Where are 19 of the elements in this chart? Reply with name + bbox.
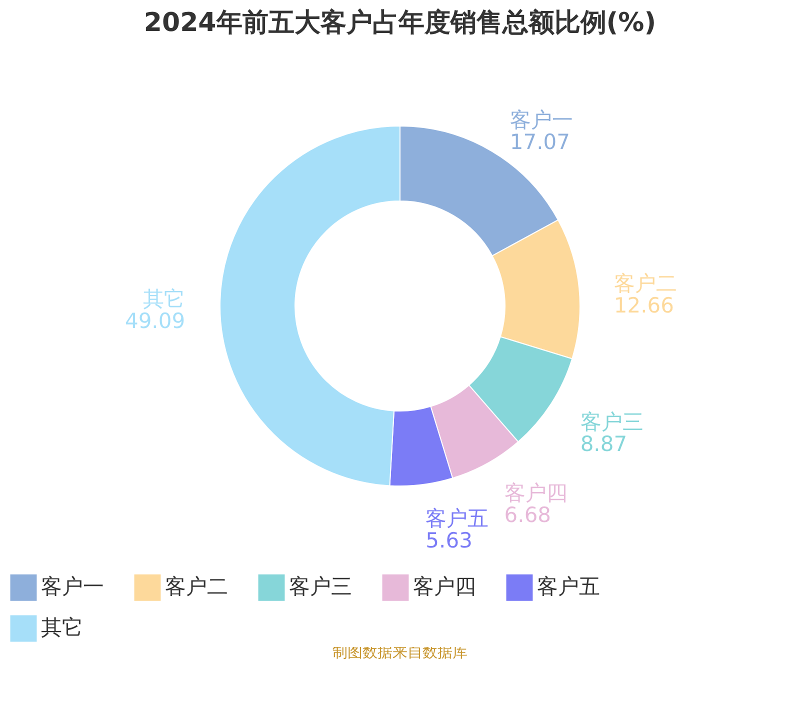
data-label: 49.09 [124,308,186,333]
legend-label: 客户五 [537,574,600,599]
slice-label: 客户四 [504,481,568,506]
data-label: 17.07 [510,130,570,154]
legend-label: 客户二 [165,574,228,599]
slice-label: 客户三 [580,410,644,434]
legend-label: 客户三 [289,574,352,599]
slice-label: 客户五 [426,506,489,530]
legend-label: 客户一 [41,574,104,599]
legend-label: 客户四 [413,574,476,599]
slice-label: 客户一 [510,108,573,132]
legend-label: 其它 [41,616,83,640]
slice-label: 客户二 [614,271,677,296]
data-label: 6.68 [504,503,552,528]
chart-title: 2024年前五大客户占年度销售总额比例(%) [144,8,656,38]
data-label: 8.87 [580,432,628,456]
slice-label: 其它 [143,286,186,311]
data-label: 5.63 [426,528,472,552]
data-label: 12.66 [614,293,674,318]
